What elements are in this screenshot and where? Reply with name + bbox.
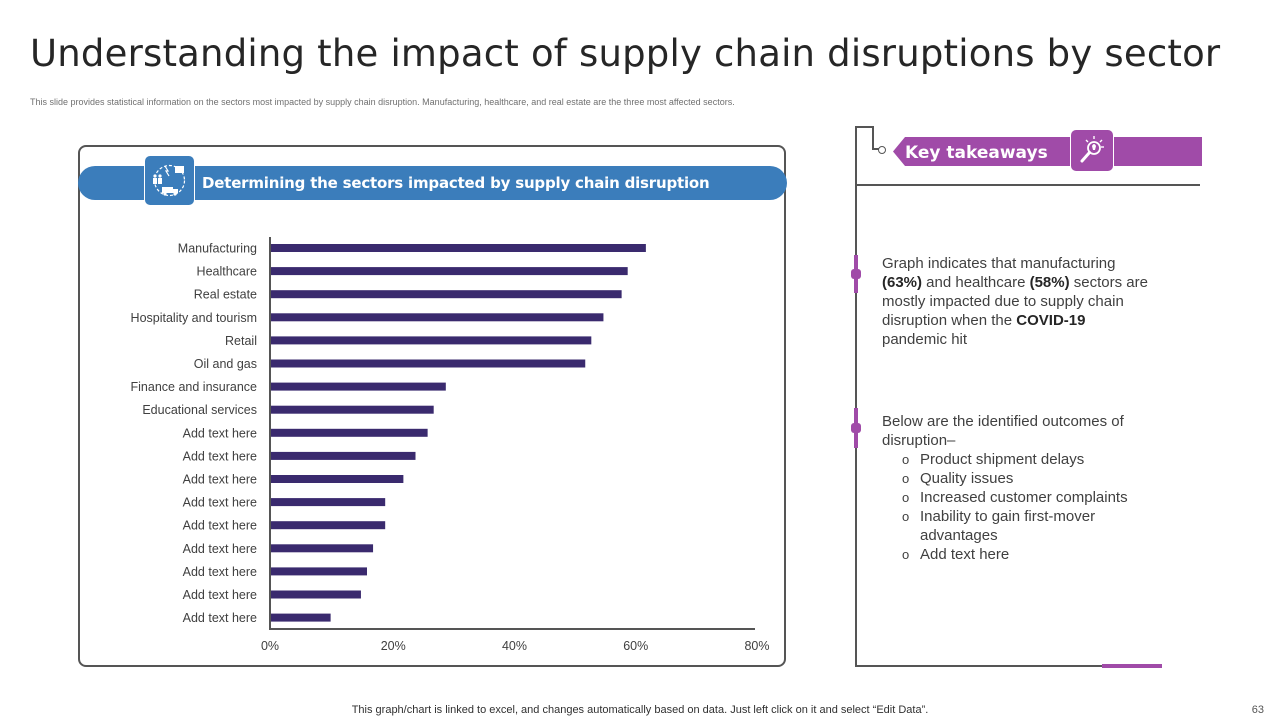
takeaways-frame-top [855, 126, 874, 128]
takeaway-point-1: Graph indicates that manufacturing (63%)… [882, 254, 1152, 349]
takeaway-bold: COVID-19 [1016, 312, 1086, 329]
takeaways-connector-dot [878, 146, 886, 154]
category-label: Add text here [183, 611, 257, 625]
outcome-item: Inability to gain first-mover advantages [902, 507, 1152, 545]
takeaways-connector [872, 126, 874, 150]
takeaways-bottom-accent [1102, 664, 1162, 668]
bar[interactable] [270, 475, 404, 483]
bar[interactable] [270, 405, 434, 414]
category-label: Real estate [194, 288, 257, 302]
category-label: Add text here [183, 588, 257, 602]
category-label: Manufacturing [178, 242, 257, 256]
takeaway-marker-dot-2 [851, 423, 861, 433]
bar[interactable] [270, 521, 386, 530]
category-label: Add text here [183, 449, 257, 463]
page-number: 63 [1251, 704, 1264, 716]
takeaway-bold: (63%) [882, 274, 923, 291]
footer-note: This graph/chart is linked to excel, and… [351, 704, 929, 716]
takeaway-bold: (58%) [1029, 274, 1070, 291]
x-tick-label: 0% [261, 639, 279, 653]
bar[interactable] [270, 567, 367, 576]
takeaway-text: pandemic hit [882, 331, 968, 348]
outcome-item: Add text here [902, 545, 1152, 564]
takeaway-text: and healthcare [922, 274, 1030, 291]
takeaways-frame-bottom [857, 665, 1102, 667]
bar[interactable] [270, 359, 586, 368]
takeaway-intro: Below are the identified outcomes of dis… [882, 413, 1124, 449]
bar[interactable] [270, 613, 331, 622]
supply-chain-cycle-icon [144, 155, 195, 206]
category-label: Educational services [142, 403, 257, 417]
x-tick-label: 40% [502, 639, 527, 653]
category-label: Add text here [183, 542, 257, 556]
category-label: Add text here [183, 473, 257, 487]
takeaway-marker-dot-1 [851, 269, 861, 279]
bar[interactable] [270, 498, 386, 507]
chart-panel-title: Determining the sectors impacted by supp… [202, 174, 710, 192]
x-tick-label: 60% [623, 639, 648, 653]
bar[interactable] [270, 428, 428, 437]
slide-title: Understanding the impact of supply chain… [30, 32, 1221, 75]
bar[interactable] [270, 267, 628, 276]
category-label: Retail [225, 334, 257, 348]
bar[interactable] [270, 382, 446, 391]
takeaway-text: sectors are mostly impacted due to suppl… [882, 274, 1148, 329]
outcomes-list: Product shipment delays Quality issues I… [882, 450, 1152, 564]
takeaway-point-2: Below are the identified outcomes of dis… [882, 412, 1152, 564]
takeaways-frame-left [855, 126, 857, 667]
category-label: Add text here [183, 496, 257, 510]
takeaways-title: Key takeaways [905, 143, 1048, 163]
bar[interactable] [270, 590, 361, 599]
outcome-item: Product shipment delays [902, 450, 1152, 469]
category-label: Add text here [183, 426, 257, 440]
bar[interactable] [270, 336, 592, 345]
takeaways-divider [857, 184, 1200, 186]
chart-panel-banner [78, 166, 787, 200]
chart-panel-frame [78, 145, 786, 667]
x-tick-label: 20% [381, 639, 406, 653]
category-label: Finance and insurance [131, 380, 258, 394]
outcome-item: Increased customer complaints [902, 488, 1152, 507]
bar[interactable] [270, 451, 416, 460]
category-label: Add text here [183, 519, 257, 533]
slide-subtitle: This slide provides statistical informat… [30, 97, 735, 107]
outcome-item: Quality issues [902, 469, 1152, 488]
category-label: Healthcare [197, 265, 257, 279]
bar[interactable] [270, 290, 622, 299]
takeaways-banner [893, 137, 1202, 166]
x-tick-label: 80% [744, 639, 769, 653]
bar[interactable] [270, 544, 374, 553]
takeaways-connector-h [872, 148, 882, 150]
takeaway-text: Graph indicates that manufacturing [882, 255, 1116, 272]
bar[interactable] [270, 313, 604, 322]
lightbulb-magnifier-icon [1070, 129, 1114, 172]
category-label: Add text here [183, 565, 257, 579]
category-label: Hospitality and tourism [131, 311, 257, 325]
category-label: Oil and gas [194, 357, 257, 371]
bar[interactable] [270, 244, 646, 252]
